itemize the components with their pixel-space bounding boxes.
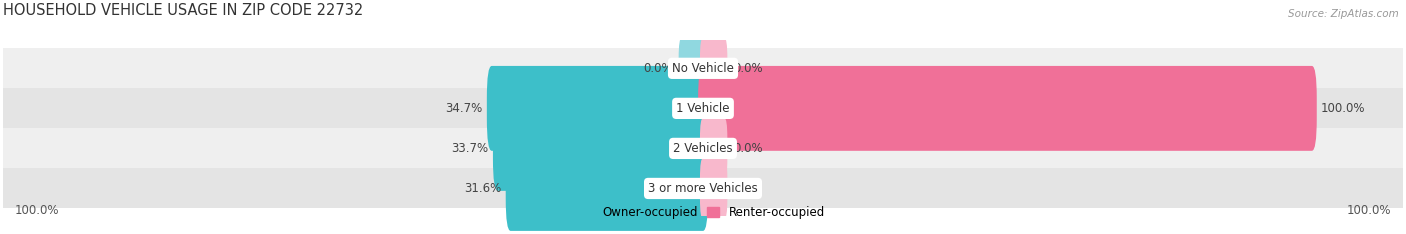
FancyBboxPatch shape (700, 158, 727, 219)
Text: 0.0%: 0.0% (734, 62, 763, 75)
Text: 100.0%: 100.0% (1347, 204, 1391, 217)
Text: 31.6%: 31.6% (464, 182, 502, 195)
FancyBboxPatch shape (679, 38, 706, 99)
Text: 33.7%: 33.7% (451, 142, 489, 155)
Text: 34.7%: 34.7% (446, 102, 482, 115)
Legend: Owner-occupied, Renter-occupied: Owner-occupied, Renter-occupied (581, 206, 825, 219)
Text: HOUSEHOLD VEHICLE USAGE IN ZIP CODE 22732: HOUSEHOLD VEHICLE USAGE IN ZIP CODE 2273… (3, 3, 363, 18)
Bar (3, 48, 1403, 88)
Bar (3, 88, 1403, 128)
Text: 0.0%: 0.0% (734, 182, 763, 195)
FancyBboxPatch shape (700, 118, 727, 179)
Text: 0.0%: 0.0% (643, 62, 672, 75)
Text: 0.0%: 0.0% (734, 142, 763, 155)
Bar (3, 128, 1403, 168)
Text: 1 Vehicle: 1 Vehicle (676, 102, 730, 115)
Text: 100.0%: 100.0% (1322, 102, 1365, 115)
Bar (3, 168, 1403, 208)
Text: No Vehicle: No Vehicle (672, 62, 734, 75)
FancyBboxPatch shape (699, 66, 1317, 151)
Text: 100.0%: 100.0% (15, 204, 59, 217)
Text: 2 Vehicles: 2 Vehicles (673, 142, 733, 155)
FancyBboxPatch shape (486, 66, 707, 151)
FancyBboxPatch shape (700, 38, 727, 99)
FancyBboxPatch shape (494, 106, 707, 191)
Text: 3 or more Vehicles: 3 or more Vehicles (648, 182, 758, 195)
FancyBboxPatch shape (506, 146, 707, 231)
Text: Source: ZipAtlas.com: Source: ZipAtlas.com (1288, 9, 1399, 19)
